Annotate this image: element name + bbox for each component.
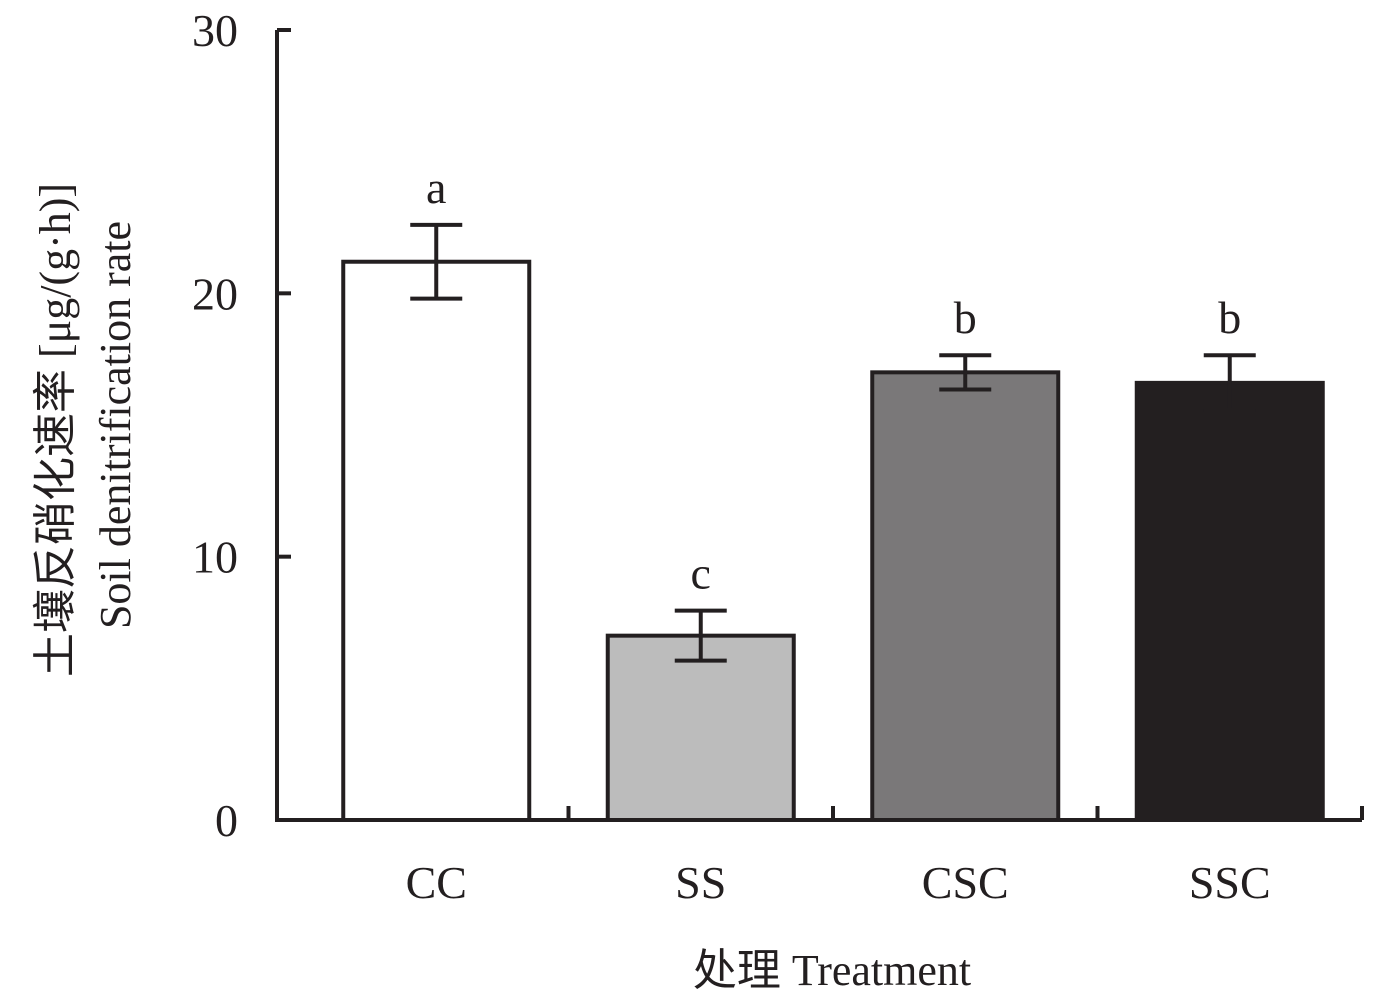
labels-group: a CC c SS b CSC b SSC bbox=[406, 162, 1271, 908]
significance-label-cc: a bbox=[426, 162, 446, 213]
x-ticks-group bbox=[566, 806, 1364, 820]
bar-csc bbox=[870, 370, 1061, 822]
significance-label-ssc: b bbox=[1218, 292, 1241, 343]
significance-label-csc: b bbox=[954, 292, 977, 343]
error-bars-group bbox=[410, 222, 1256, 663]
category-label-csc: CSC bbox=[922, 857, 1009, 908]
x-axis-title: 处理 Treatment bbox=[693, 946, 971, 995]
bar-ss bbox=[605, 633, 796, 823]
significance-label-ss: c bbox=[691, 548, 711, 599]
bar-ssc bbox=[1134, 380, 1325, 822]
bar-cc bbox=[341, 259, 532, 822]
y-ticks-group: 0 10 20 30 bbox=[192, 5, 291, 846]
y-axis-title-en-group: Soil denitrification rate bbox=[91, 221, 140, 629]
y-axis-title-cn: 土壤反硝化速率 [μg/(g·h)] bbox=[31, 183, 80, 677]
y-axis-title-en: Soil denitrification rate bbox=[91, 221, 140, 629]
y-tick-label: 30 bbox=[192, 5, 238, 56]
y-tick-label: 10 bbox=[192, 532, 238, 583]
category-label-ss: SS bbox=[675, 857, 726, 908]
axes-group bbox=[275, 30, 1362, 822]
y-tick-label: 0 bbox=[215, 795, 238, 846]
y-axis-title-group: 土壤反硝化速率 [μg/(g·h)] bbox=[31, 183, 80, 677]
category-label-cc: CC bbox=[406, 857, 467, 908]
bars-group bbox=[341, 259, 1325, 823]
category-label-ssc: SSC bbox=[1189, 857, 1271, 908]
y-tick-label: 20 bbox=[192, 268, 238, 319]
